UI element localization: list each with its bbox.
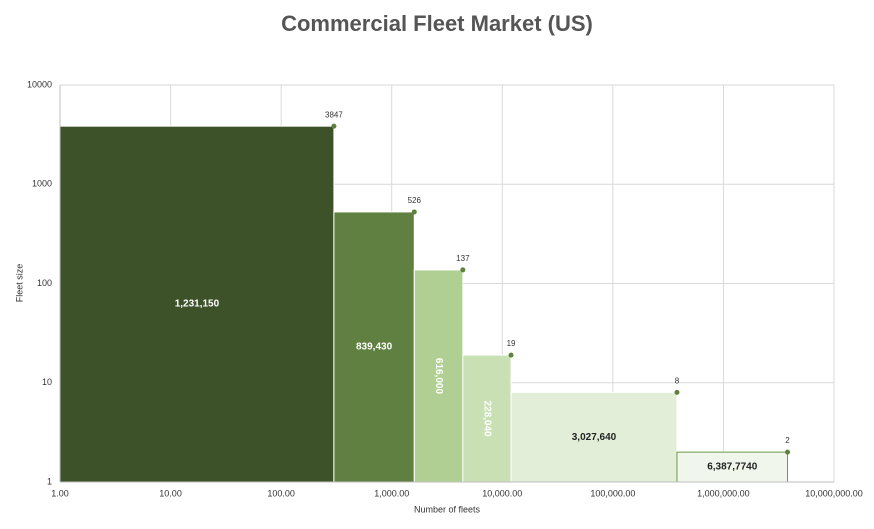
x-tick-label: 1.00	[51, 488, 69, 498]
x-tick-label: 1,000.00	[374, 488, 409, 498]
data-label: 526	[408, 196, 422, 205]
bar-label: 228,040	[481, 400, 492, 437]
x-axis-label: Number of fleets	[414, 504, 481, 514]
y-tick-label: 100	[37, 278, 52, 288]
data-point	[508, 352, 514, 358]
bar	[333, 211, 415, 483]
data-point	[411, 209, 417, 215]
bar-label: 616,000	[433, 358, 444, 395]
data-label: 137	[456, 254, 470, 263]
bar-label: 839,430	[356, 342, 393, 353]
x-tick-label: 100,000.00	[590, 488, 635, 498]
x-tick-label: 10,000.00	[482, 488, 522, 498]
y-tick-label: 1000	[32, 179, 52, 189]
bar	[59, 125, 335, 483]
x-tick-label: 100.00	[267, 488, 295, 498]
data-label: 2	[785, 436, 790, 445]
bar-label: 1,231,150	[175, 299, 220, 310]
bar	[510, 391, 678, 483]
data-point	[460, 267, 466, 273]
y-axis-label: Fleet size	[14, 264, 24, 303]
y-tick-label: 1	[47, 476, 52, 486]
data-point	[674, 389, 680, 395]
bar-label: 3,027,640	[572, 432, 617, 443]
x-tick-label: 1,000,000.00	[697, 488, 750, 498]
y-tick-label: 10	[42, 377, 52, 387]
data-point	[331, 123, 337, 129]
data-label: 19	[507, 339, 516, 348]
x-tick-label: 10.00	[159, 488, 182, 498]
bar	[413, 269, 464, 483]
chart-title: Commercial Fleet Market (US)	[281, 11, 593, 36]
data-label: 8	[675, 376, 680, 385]
y-tick-label: 10000	[27, 79, 52, 89]
x-tick-label: 10,000,000.00	[805, 488, 863, 498]
bar-label: 6,387,7740	[707, 462, 757, 473]
data-point	[785, 449, 791, 455]
data-label: 3847	[325, 110, 343, 119]
